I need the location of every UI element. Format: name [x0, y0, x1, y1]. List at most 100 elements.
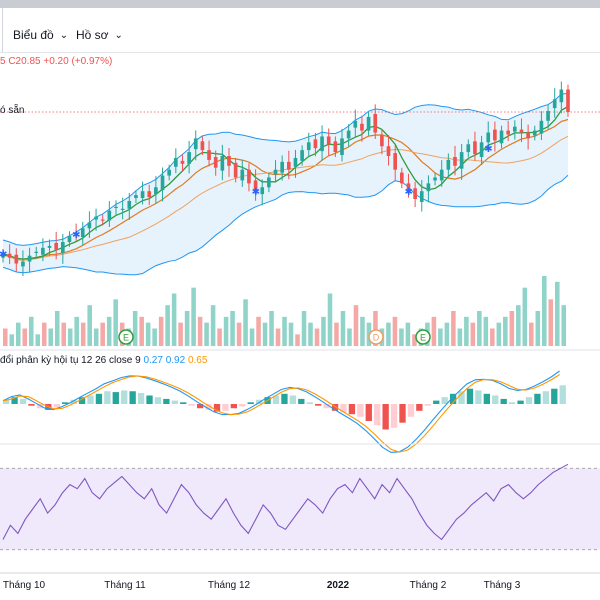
volume-bar — [353, 305, 359, 346]
macd-histogram-bar — [424, 404, 431, 406]
macd-histogram-bar — [78, 397, 86, 404]
macd-histogram-bar — [129, 391, 136, 404]
macd-histogram-bar — [19, 398, 27, 404]
volume-bar — [516, 305, 521, 346]
candle-body — [1, 253, 5, 258]
volume-bar — [139, 316, 144, 346]
volume-bar — [503, 316, 508, 346]
volume-bar — [171, 293, 177, 346]
candle-body — [499, 130, 504, 144]
signal-star-icon: ✱ — [0, 250, 7, 261]
candle-body — [107, 210, 112, 221]
macd-histogram-bar — [146, 395, 153, 404]
volume-bar — [535, 311, 541, 346]
macd-histogram-bar — [492, 395, 499, 404]
volume-bar — [106, 316, 112, 346]
volume-bar — [197, 316, 203, 346]
candle-body — [519, 129, 524, 133]
candle-body — [100, 219, 105, 221]
macd-histogram-bar — [104, 391, 111, 404]
signal-star-icon: ✱ — [72, 230, 80, 241]
macd-histogram-bar — [239, 404, 246, 407]
volume-bar — [191, 287, 196, 346]
macd-histogram-bar — [230, 404, 238, 409]
macd-histogram-bar — [525, 397, 533, 404]
candle-body — [566, 89, 570, 113]
candle-body — [160, 175, 165, 191]
x-axis-label: Tháng 11 — [104, 580, 146, 591]
macd-histogram-bar — [95, 393, 103, 404]
volume-bar — [282, 316, 287, 346]
candle-body — [60, 242, 65, 253]
macd-value: 0.27 — [143, 355, 163, 366]
volume-bar — [48, 328, 54, 346]
volume-bar — [438, 328, 443, 346]
candle-body — [260, 187, 265, 195]
macd-histogram-bar — [374, 404, 381, 426]
volume-bar — [496, 322, 502, 346]
macd-histogram-bar — [441, 397, 448, 404]
x-axis-label: Tháng 10 — [3, 580, 46, 591]
volume-bar — [386, 322, 391, 346]
volume-bar — [529, 322, 534, 346]
macd-legend: đổi phân kỳ hội tụ 12 26 close 9 0.27 0.… — [0, 355, 207, 366]
macd-histogram-bar — [315, 404, 322, 406]
candle-body — [306, 142, 311, 151]
candle-body — [140, 191, 145, 199]
candle-body — [21, 261, 25, 267]
candle-body — [267, 177, 271, 188]
macd-pane — [2, 370, 566, 453]
candle-body — [386, 146, 391, 156]
x-axis-label: Tháng 2 — [410, 580, 447, 591]
macd-histogram-bar — [121, 390, 128, 404]
candle-body — [207, 150, 211, 160]
profile-menu-label: Hồ sơ — [76, 28, 109, 42]
volume-bar — [22, 328, 28, 346]
volume-bar — [9, 334, 15, 346]
event-marker-label: E — [123, 333, 129, 343]
macd-histogram-bar — [36, 404, 44, 409]
chart-menu-button[interactable]: Biểu đồ ⌄ — [13, 28, 68, 42]
candle-body — [273, 169, 278, 175]
macd-histogram-bar — [483, 393, 490, 404]
volume-bar — [249, 328, 255, 346]
macd-histogram-bar — [551, 388, 558, 404]
volume-bar — [555, 281, 560, 346]
candle-body — [34, 251, 39, 253]
candle-body — [134, 195, 138, 199]
x-axis-label: Tháng 12 — [208, 580, 251, 591]
macd-histogram-bar — [272, 395, 280, 404]
macd-histogram-bar — [508, 402, 516, 404]
candle-body — [220, 156, 225, 171]
candle-body — [114, 206, 118, 209]
volume-bar — [145, 322, 151, 346]
volume-bar — [230, 311, 235, 346]
macd-histogram-bar — [222, 404, 229, 411]
candle-body — [213, 156, 218, 168]
price-pane: ✱ ✱ ✱ ✱ ✱ — [0, 81, 600, 277]
candle-body — [87, 222, 92, 229]
macd-histogram-bar — [171, 400, 178, 404]
macd-histogram-bar — [500, 398, 507, 404]
volume-bar — [561, 305, 567, 346]
volume-bar — [223, 316, 229, 346]
macd-histogram-bar — [281, 393, 288, 404]
volume-bar — [80, 322, 86, 346]
event-marker-circle — [118, 329, 134, 345]
candle-body — [167, 169, 172, 176]
moving-average-light-orange-line — [2, 135, 569, 261]
candle-body — [433, 177, 437, 181]
volume-bar — [334, 322, 339, 346]
macd-label: đổi phân kỳ hội tụ 12 26 close 9 — [0, 355, 141, 366]
macd-histogram-bar — [390, 404, 398, 428]
volume-bar — [243, 299, 248, 346]
volume-bar — [15, 322, 21, 346]
macd-histogram-bar — [137, 392, 145, 404]
volume-bar — [41, 322, 47, 346]
signal-star-icon: ✱ — [252, 187, 260, 198]
candle-body — [127, 200, 132, 209]
profile-menu-button[interactable]: Hồ sơ ⌄ — [76, 28, 123, 42]
volume-bar — [93, 328, 99, 346]
